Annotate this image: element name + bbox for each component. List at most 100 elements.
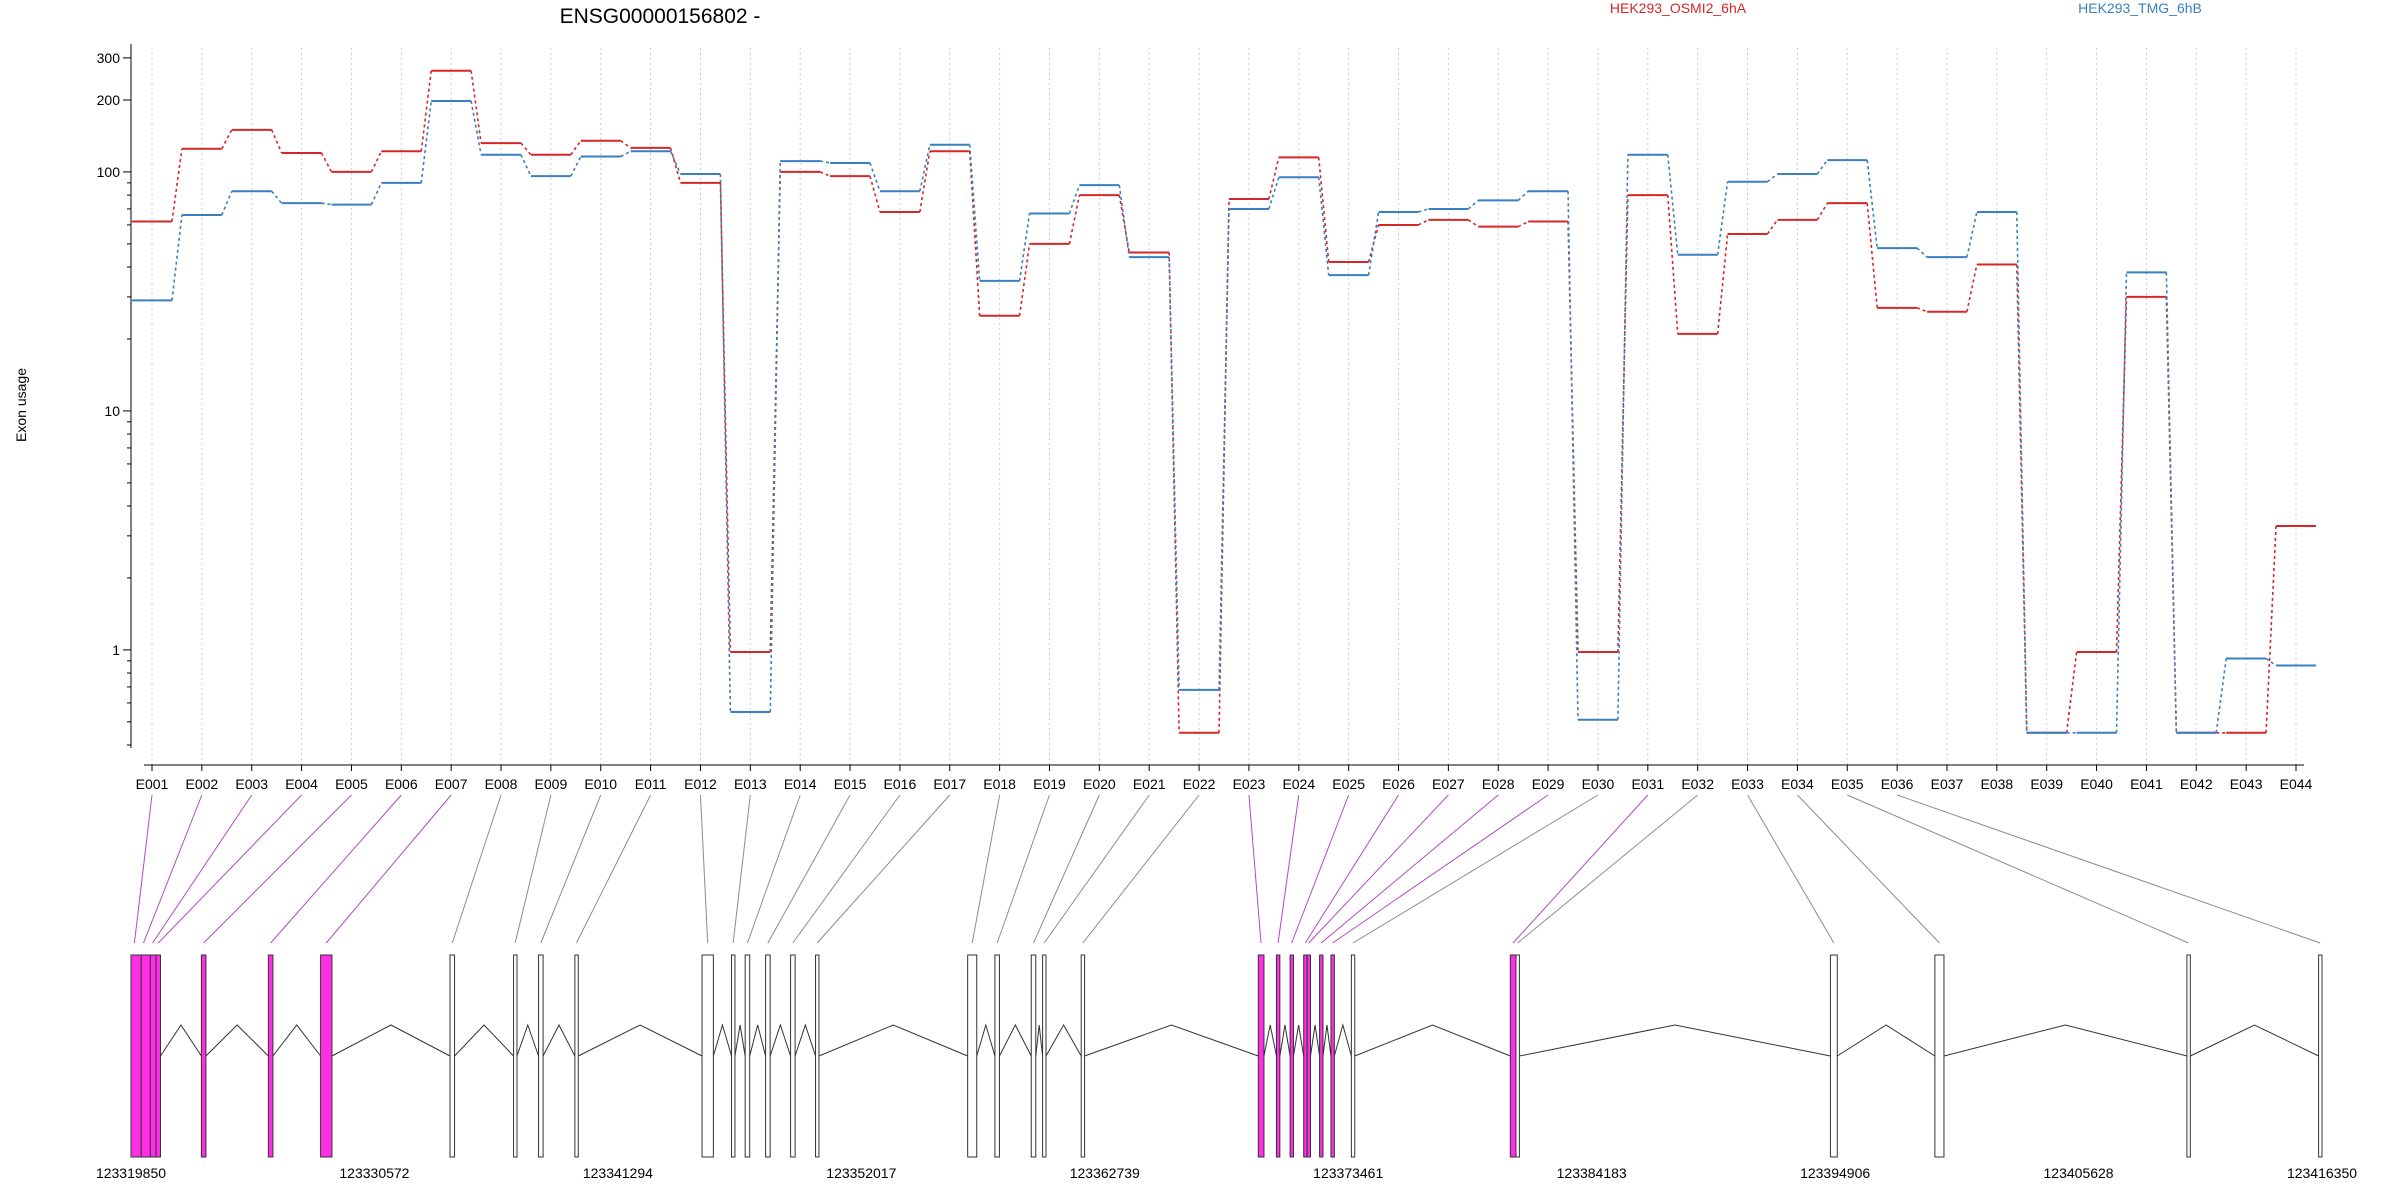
x-tick-label: E002 xyxy=(186,776,219,792)
series-connector xyxy=(1268,157,1280,200)
intron xyxy=(1045,1023,1082,1057)
x-tick-label: E014 xyxy=(784,776,817,792)
exon-connector xyxy=(1043,794,1150,944)
series-connector xyxy=(2115,296,2128,653)
intron xyxy=(2190,1024,2319,1057)
y-axis-label: Exon usage xyxy=(13,368,29,442)
series-connector xyxy=(1068,184,1081,214)
series-connector xyxy=(919,151,931,213)
intron xyxy=(1263,1024,1277,1057)
intron xyxy=(1322,1024,1332,1057)
series-osmi2 xyxy=(132,69,2316,734)
x-tick-label: E030 xyxy=(1582,776,1615,792)
exon-connector xyxy=(732,794,751,944)
series-connector xyxy=(1418,219,1429,226)
coordinate-label: 123352017 xyxy=(826,1165,896,1181)
exon-block xyxy=(1829,954,1838,1158)
exon-connector xyxy=(746,794,801,944)
series-connector xyxy=(2015,264,2028,733)
x-tick-label: E038 xyxy=(1980,776,2013,792)
intron xyxy=(542,1023,576,1057)
exon-block xyxy=(513,954,518,1158)
series-connector xyxy=(420,70,433,152)
exon-connector xyxy=(767,794,851,944)
series-connector xyxy=(1766,173,1778,183)
exon-block xyxy=(1306,954,1312,1158)
intron xyxy=(976,1023,996,1057)
coordinate-label: 123319850 xyxy=(96,1165,166,1181)
exon-block xyxy=(2186,954,2191,1158)
x-tick-label: E033 xyxy=(1731,776,1764,792)
series-connector xyxy=(919,144,931,192)
exon-block xyxy=(1030,954,1037,1158)
x-tick-label: E034 xyxy=(1781,776,1814,792)
series-connector xyxy=(271,190,283,204)
x-tick-label: E031 xyxy=(1631,776,1664,792)
series-connector xyxy=(420,100,433,183)
series-connector xyxy=(1816,202,1828,221)
exon-connector xyxy=(540,794,602,944)
exon-block xyxy=(149,954,157,1158)
intron xyxy=(1310,1024,1321,1057)
series-tmg xyxy=(132,100,2316,734)
series-connector xyxy=(221,129,233,150)
series-connector xyxy=(819,171,831,177)
x-tick-label: E015 xyxy=(834,776,867,792)
exon-connector xyxy=(514,794,552,944)
series-connector xyxy=(270,129,283,154)
x-tick-label: E012 xyxy=(684,776,717,792)
series-connector xyxy=(1916,307,1928,313)
exon-connector xyxy=(1291,794,1350,944)
exon-connector xyxy=(1332,794,1549,944)
intron xyxy=(749,1024,767,1057)
exon-block xyxy=(1042,954,1047,1158)
exon-connector xyxy=(203,794,352,944)
exon-connector xyxy=(792,794,901,944)
series-connector xyxy=(1467,219,1479,228)
series-connector xyxy=(1816,159,1828,175)
x-tick-label: E036 xyxy=(1881,776,1914,792)
series-connector xyxy=(1068,194,1081,245)
x-tick-label: E007 xyxy=(435,776,468,792)
series-connector xyxy=(1666,195,1679,334)
coordinate-label: 123405628 xyxy=(2044,1165,2114,1181)
chart-title: ENSG00000156802 - xyxy=(560,5,761,28)
x-tick-label: E009 xyxy=(535,776,568,792)
exon-block xyxy=(320,954,333,1158)
x-tick-label: E032 xyxy=(1681,776,1714,792)
exon-block xyxy=(815,954,820,1158)
series-connector xyxy=(2115,272,2128,733)
series-connector xyxy=(869,162,881,192)
exon-block xyxy=(994,954,1000,1158)
exon-block xyxy=(1257,954,1265,1158)
series-connector xyxy=(2265,525,2277,733)
intron xyxy=(516,1023,540,1057)
intron xyxy=(331,1024,451,1057)
exon-block xyxy=(1080,954,1086,1158)
series-connector xyxy=(1168,257,1180,690)
y-tick-label: 1 xyxy=(112,642,120,658)
x-tick-label: E028 xyxy=(1482,776,1515,792)
exon-block xyxy=(130,954,142,1158)
series-connector xyxy=(1467,199,1479,210)
exon-connector xyxy=(816,794,951,944)
exon-block xyxy=(1330,954,1335,1158)
series-connector xyxy=(370,150,383,173)
exon-connector xyxy=(576,794,652,944)
series-connector xyxy=(620,140,632,149)
intron xyxy=(1943,1024,2188,1057)
exon-connector xyxy=(699,794,709,944)
series-connector xyxy=(1916,247,1928,258)
series-connector xyxy=(171,214,183,301)
intron xyxy=(1333,1023,1352,1057)
x-tick-label: E026 xyxy=(1382,776,1415,792)
legend-entry-osmi2: HEK293_OSMI2_6hA xyxy=(1610,0,1747,16)
series-connector xyxy=(1018,213,1031,281)
x-tick-label: E040 xyxy=(2080,776,2113,792)
exon-block xyxy=(449,954,456,1158)
series-connector xyxy=(1367,211,1380,276)
intron xyxy=(1035,1024,1044,1057)
series-connector xyxy=(1966,211,1978,258)
